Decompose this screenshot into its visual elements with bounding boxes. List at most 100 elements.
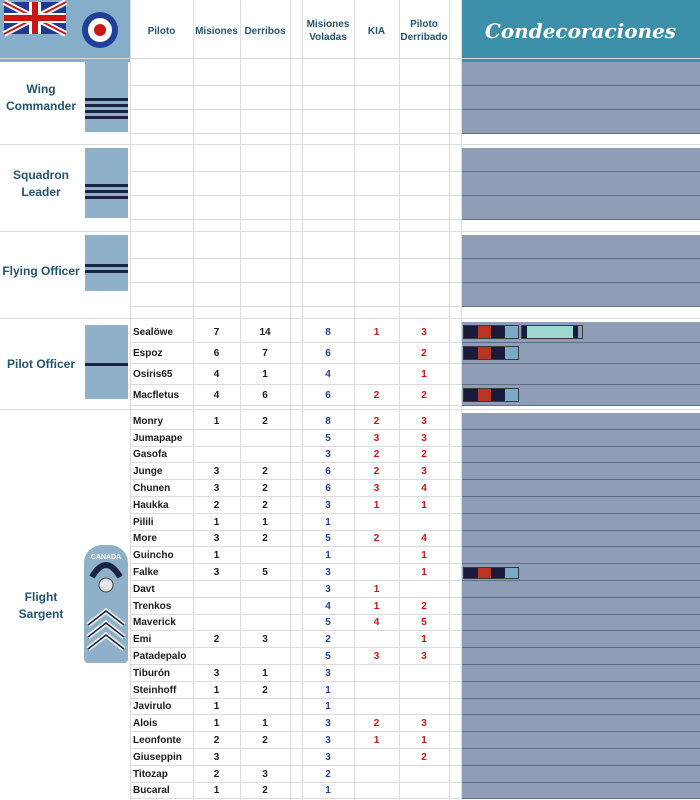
stat-missions: 2 bbox=[213, 499, 220, 511]
row-line bbox=[130, 512, 461, 514]
pilot-name: Tiburón bbox=[133, 667, 171, 679]
stat-missions: 3 bbox=[213, 483, 220, 495]
stat-flown: 1 bbox=[325, 550, 331, 562]
stat-kia bbox=[354, 749, 399, 766]
pilot-name: Sealöwe bbox=[133, 327, 174, 338]
stat-flown: 6 bbox=[325, 466, 331, 478]
stat-kills bbox=[240, 598, 290, 615]
decoration-row-line bbox=[461, 781, 700, 783]
stat-kills bbox=[240, 581, 290, 598]
stat-downed: 2 bbox=[421, 600, 427, 612]
stat-downed: 1 bbox=[421, 567, 427, 579]
stat-missions: 6 bbox=[213, 348, 220, 359]
stat-downed bbox=[399, 766, 449, 783]
pilot-name: Emi bbox=[133, 634, 152, 646]
row-line bbox=[130, 748, 461, 749]
row-line bbox=[130, 580, 461, 581]
stat-missions: 3 bbox=[213, 667, 220, 679]
row-line bbox=[130, 171, 461, 172]
row-line bbox=[130, 342, 461, 343]
stat-missions: 4 bbox=[213, 369, 220, 380]
decoration-row-line bbox=[461, 764, 700, 766]
sleeve-stripe bbox=[85, 190, 128, 194]
stat-kia bbox=[354, 682, 399, 699]
stat-kia: 3 bbox=[373, 483, 380, 495]
row-line bbox=[130, 219, 461, 220]
stat-kills: 2 bbox=[262, 483, 268, 495]
stat-flown: 1 bbox=[325, 701, 331, 713]
stat-kia bbox=[354, 343, 399, 364]
row-line bbox=[130, 405, 461, 406]
header-flags bbox=[0, 0, 130, 62]
stat-missions: 7 bbox=[213, 327, 220, 338]
row-line bbox=[130, 596, 461, 598]
stat-flown: 3 bbox=[325, 735, 331, 747]
stat-missions: 3 bbox=[213, 751, 220, 763]
sleeve-stripe bbox=[85, 184, 128, 188]
row-line bbox=[130, 85, 461, 86]
rank-label: Wing Commander bbox=[5, 82, 76, 113]
stat-missions bbox=[193, 598, 240, 615]
row-line bbox=[130, 680, 461, 682]
row-line bbox=[130, 462, 461, 464]
stat-missions bbox=[193, 447, 240, 464]
decoration-row-line bbox=[461, 630, 700, 632]
column-header: Derribos bbox=[240, 0, 290, 62]
row-line bbox=[130, 647, 461, 649]
row-line bbox=[130, 428, 461, 430]
section-divider bbox=[0, 409, 700, 410]
stat-missions: 1 bbox=[213, 785, 220, 797]
pilot-name: Trenkos bbox=[133, 600, 172, 612]
row-line bbox=[130, 630, 461, 632]
stat-downed: 1 bbox=[421, 369, 427, 380]
pilot-name: Jumapape bbox=[133, 432, 183, 444]
sleeve-stripe bbox=[85, 264, 128, 268]
stat-downed: 2 bbox=[421, 751, 427, 763]
stat-flown: 3 bbox=[325, 583, 331, 595]
stat-flown: 8 bbox=[325, 327, 331, 338]
stat-missions bbox=[193, 581, 240, 598]
stat-kia: 4 bbox=[373, 617, 380, 629]
pilot-name: Javirulo bbox=[133, 701, 172, 713]
pilot-name: Bucaral bbox=[133, 785, 170, 797]
stat-flown: 2 bbox=[325, 634, 331, 646]
column-header: Misiones Voladas bbox=[302, 0, 354, 62]
stat-kills bbox=[240, 615, 290, 632]
stat-missions: 3 bbox=[213, 533, 220, 545]
row-line bbox=[130, 258, 461, 259]
stat-flown: 5 bbox=[325, 432, 331, 444]
stat-kills: 2 bbox=[262, 499, 268, 511]
sleeve-stripe bbox=[85, 116, 128, 120]
section-divider bbox=[0, 144, 700, 145]
dfc-ribbon bbox=[463, 567, 519, 579]
flag-icon bbox=[0, 0, 130, 62]
pilot-name: Pilili bbox=[133, 516, 154, 528]
stat-kills: 6 bbox=[262, 390, 268, 401]
stat-missions: 3 bbox=[213, 466, 220, 478]
stat-flown: 4 bbox=[325, 600, 331, 612]
decoration-row-line bbox=[461, 680, 700, 682]
stat-flown: 5 bbox=[325, 617, 331, 629]
row-line bbox=[130, 496, 461, 497]
stat-kia: 2 bbox=[373, 533, 380, 545]
stat-kia: 2 bbox=[373, 449, 380, 461]
stat-downed bbox=[399, 783, 449, 800]
pilot-name: Espoz bbox=[133, 348, 163, 359]
stat-kills bbox=[240, 749, 290, 766]
stat-kills: 2 bbox=[262, 785, 268, 797]
stat-missions: 2 bbox=[213, 768, 220, 780]
column-header: KIA bbox=[354, 0, 399, 62]
stat-downed: 3 bbox=[421, 651, 427, 663]
row-line bbox=[130, 529, 461, 531]
stat-missions: 2 bbox=[213, 634, 220, 646]
row-line bbox=[130, 479, 461, 481]
row-line bbox=[130, 613, 461, 615]
stat-downed: 5 bbox=[421, 617, 427, 629]
column-line bbox=[302, 0, 303, 800]
stat-missions bbox=[193, 430, 240, 447]
stat-kills: 7 bbox=[262, 348, 268, 359]
stat-kia bbox=[354, 766, 399, 783]
stat-downed bbox=[399, 581, 449, 598]
chevrons-icon bbox=[86, 562, 126, 651]
row-line bbox=[130, 445, 461, 447]
